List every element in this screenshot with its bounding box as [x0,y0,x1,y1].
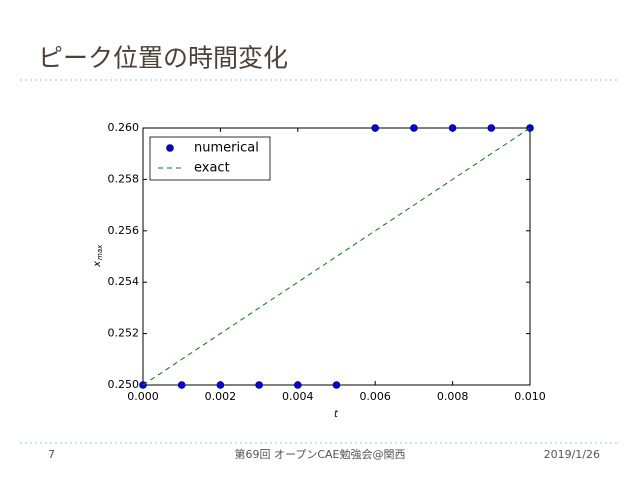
y-tick-label: 0.252 [108,327,140,340]
data-point [448,124,457,132]
y-axis-label-main: x [92,261,103,268]
x-tick-label: 0.002 [205,390,237,403]
legend-box [149,136,271,181]
data-point [371,124,380,132]
y-axis-label: x max [92,244,104,268]
data-point [255,381,263,389]
legend-label: numerical [194,141,259,156]
y-tick-label: 0.254 [108,275,140,288]
y-tick-label: 0.250 [108,378,140,391]
data-point [332,381,341,389]
y-tick-label: 0.256 [108,224,140,237]
data-point [410,124,418,132]
footer: 第69回 オープンCAE勉強会@関西 [235,447,406,461]
y-axis-label-sub: max [96,244,104,260]
data-point [216,381,225,389]
date: 2019/1/26 [544,448,600,461]
x-tick-label: 0.008 [437,390,469,403]
x-tick-label: 0.006 [359,390,391,403]
slide-title: ピーク位置の時間変化 [38,44,288,73]
x-tick-label: 0.000 [127,390,159,403]
line-series [142,127,531,386]
y-tick-label: 0.258 [108,172,140,185]
legend-label: exact [194,161,230,176]
data-point [177,381,186,389]
legend-marker [166,144,174,152]
page-number: 7 [48,448,55,461]
x-axis-label: t [334,409,339,420]
x-tick-label: 0.010 [514,390,546,403]
y-tick-label: 0.260 [108,121,140,134]
data-point [487,124,496,132]
data-point [293,381,302,389]
data-point [526,124,534,132]
x-tick-label: 0.004 [282,390,314,403]
